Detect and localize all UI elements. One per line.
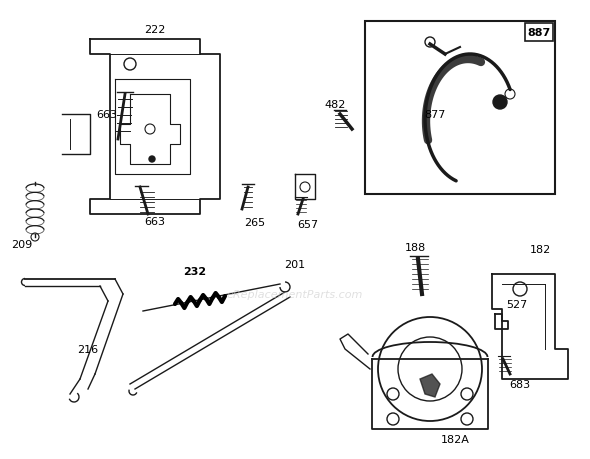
Text: 527: 527 — [506, 299, 527, 309]
Text: 663: 663 — [97, 110, 117, 120]
Text: 887: 887 — [527, 28, 550, 38]
Text: 182: 182 — [529, 245, 550, 254]
Text: 482: 482 — [324, 100, 346, 110]
Text: 182A: 182A — [441, 434, 470, 444]
Text: 232: 232 — [183, 266, 206, 276]
Text: 663: 663 — [145, 217, 166, 226]
Text: 877: 877 — [424, 110, 445, 120]
Text: 188: 188 — [404, 242, 425, 252]
Text: 201: 201 — [284, 259, 306, 269]
Text: 683: 683 — [509, 379, 530, 389]
Text: 209: 209 — [11, 240, 32, 249]
Circle shape — [493, 96, 507, 110]
Text: eReplacementParts.com: eReplacementParts.com — [227, 289, 363, 299]
Circle shape — [149, 157, 155, 162]
Text: 222: 222 — [145, 25, 166, 35]
Text: 216: 216 — [77, 344, 99, 354]
Polygon shape — [420, 374, 440, 397]
FancyBboxPatch shape — [525, 24, 553, 42]
Text: 657: 657 — [297, 219, 319, 230]
Text: 265: 265 — [244, 218, 266, 228]
